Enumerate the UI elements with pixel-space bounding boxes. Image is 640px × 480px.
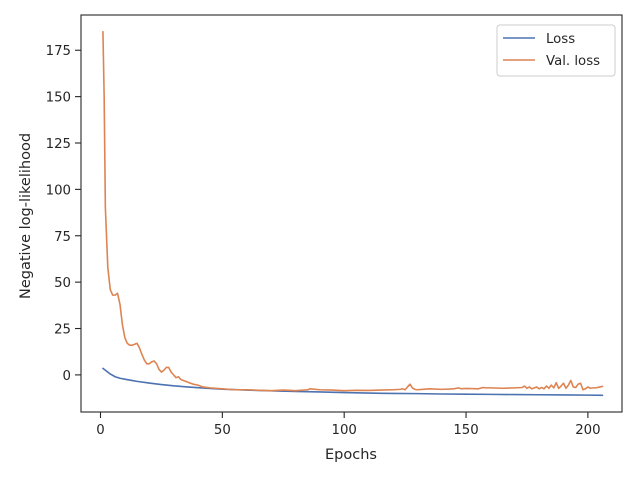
x-tick-label: 50 — [214, 423, 231, 438]
y-tick-label: 125 — [46, 137, 71, 152]
x-axis-label: Epochs — [325, 447, 377, 463]
plot-frame — [80, 14, 623, 413]
y-tick-label: 75 — [54, 230, 71, 245]
legend-label-1: Val. loss — [546, 54, 600, 69]
legend: Loss Val. loss — [496, 24, 616, 77]
x-tick-label: 100 — [331, 423, 356, 438]
y-axis-label: Negative log-likelihood — [18, 133, 34, 299]
y-tick-label: 175 — [46, 44, 71, 59]
x-tick-label: 200 — [575, 423, 600, 438]
y-tick-label: 0 — [63, 369, 71, 384]
y-tick-label: 25 — [54, 323, 71, 338]
y-tick-label: 50 — [54, 276, 71, 291]
x-tick-label: 0 — [96, 423, 104, 438]
axes — [80, 14, 623, 413]
series-line-1 — [102, 30, 604, 392]
ticks: 0 50 100 150 200 0 25 50 75 100 125 150 175 — [46, 44, 601, 438]
y-tick-label: 150 — [46, 91, 71, 106]
legend-label-0: Loss — [546, 32, 575, 47]
plot-area — [102, 30, 604, 397]
x-tick-label: 150 — [453, 423, 478, 438]
y-tick-label: 100 — [46, 183, 71, 198]
